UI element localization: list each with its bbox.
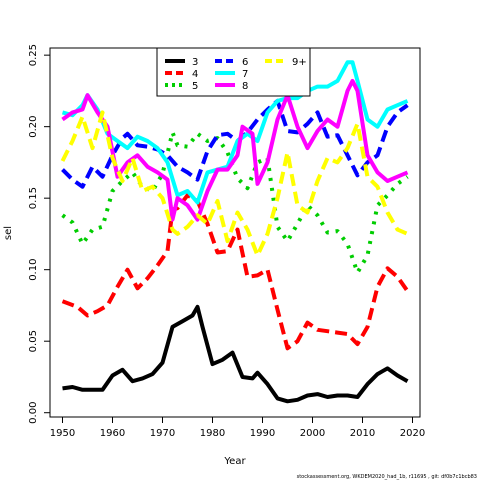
x-tick-label: 1960 (100, 428, 125, 439)
series-line-4 (61, 193, 410, 351)
legend-label-6: 6 (242, 57, 248, 68)
legend-label-5: 5 (192, 81, 198, 92)
x-tick-label: 2000 (300, 428, 325, 439)
legend-label-9plus: 9+ (292, 57, 307, 68)
y-tick-label: 0.10 (28, 259, 39, 281)
series-layer (60, 60, 410, 404)
x-tick-label: 1950 (50, 428, 75, 439)
y-tick-label: 0.15 (28, 187, 39, 209)
series-line-9plus (60, 110, 409, 258)
x-tick-label: 1990 (250, 428, 275, 439)
y-tick-label: 0.25 (28, 44, 39, 66)
series-line-7 (61, 60, 409, 205)
y-axis: 0.00 0.05 0.10 0.15 0.20 0.25 (28, 44, 50, 424)
legend-label-4: 4 (192, 69, 198, 80)
legend: 345 678 9+ (156, 47, 311, 97)
x-tick-label: 2020 (400, 428, 425, 439)
footnote: stockassessment.org, WKDEM2020_had_1b, r… (297, 474, 477, 480)
x-axis: 1950 1960 1970 1980 1990 2000 2010 2020 (50, 417, 425, 439)
series-line-5 (61, 130, 409, 275)
legend-label-8: 8 (242, 81, 248, 92)
y-tick-label: 0.20 (28, 116, 39, 138)
legend-label-7: 7 (242, 69, 248, 80)
x-tick-label: 1970 (150, 428, 175, 439)
y-axis-title: sel (3, 226, 14, 240)
x-tick-label: 1980 (200, 428, 225, 439)
y-tick-label: 0.00 (28, 402, 39, 424)
x-axis-title: Year (223, 456, 246, 467)
series-line-8 (61, 78, 409, 222)
series-line-6 (61, 98, 409, 189)
x-tick-label: 2010 (350, 428, 375, 439)
y-tick-label: 0.05 (28, 330, 39, 352)
series-line-3 (62, 304, 409, 404)
legend-label-3: 3 (192, 57, 198, 68)
